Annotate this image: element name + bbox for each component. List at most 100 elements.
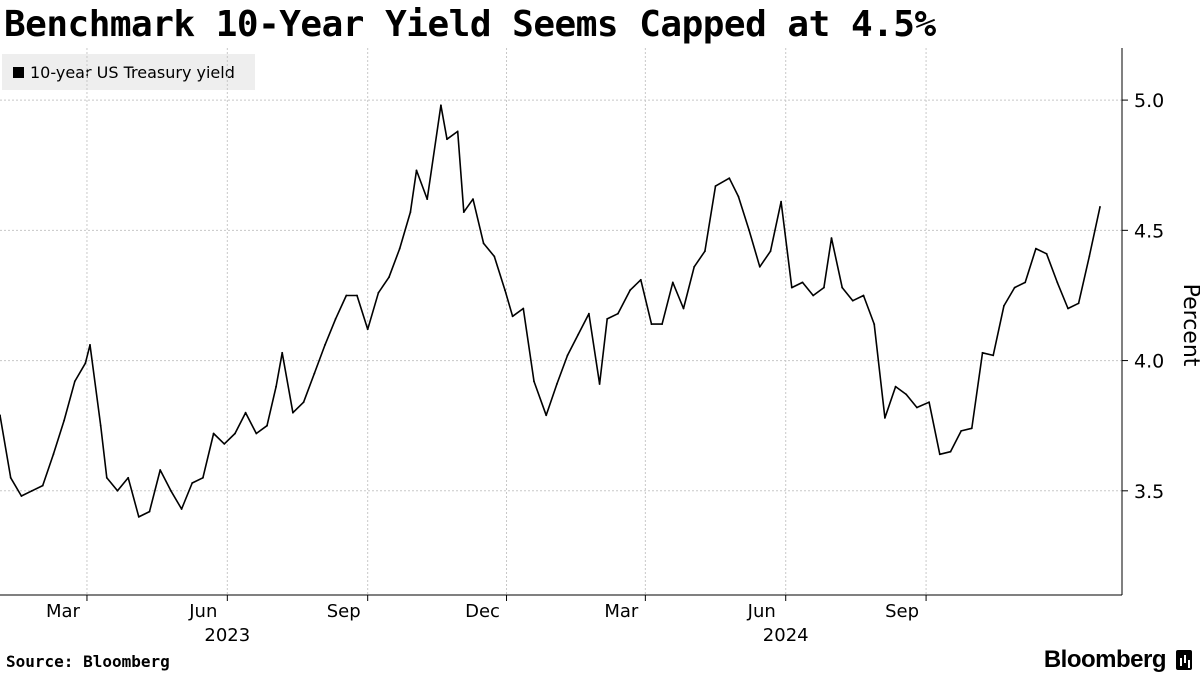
data-point	[758, 265, 761, 268]
data-point	[366, 328, 369, 331]
data-point	[292, 411, 294, 414]
data-point	[345, 294, 348, 297]
data-point	[456, 130, 459, 133]
data-point	[415, 169, 418, 172]
bloomberg-terminal-icon	[1176, 650, 1192, 670]
data-point	[556, 383, 558, 385]
data-point	[493, 255, 496, 258]
data-point	[769, 250, 772, 253]
data-point	[1003, 305, 1005, 307]
data-point	[566, 354, 569, 357]
data-point	[851, 299, 854, 302]
source-note: Source: Bloomberg	[6, 652, 170, 671]
data-point	[790, 286, 793, 289]
data-point	[356, 294, 358, 297]
data-point	[234, 432, 236, 435]
data-point	[73, 380, 76, 383]
y-axis-label: Percent	[1178, 284, 1200, 367]
data-point	[99, 424, 102, 427]
data-point	[1045, 252, 1048, 255]
data-point	[728, 177, 731, 180]
data-point	[41, 484, 44, 487]
data-point	[20, 495, 23, 497]
data-point	[191, 482, 194, 484]
data-point	[748, 229, 750, 232]
x-tick-label: Mar	[604, 601, 639, 622]
data-point	[409, 211, 412, 214]
data-point	[202, 476, 204, 479]
y-tick-label: 3.5	[1134, 481, 1164, 503]
data-point	[617, 312, 619, 315]
data-point	[862, 294, 865, 297]
data-point	[472, 198, 474, 201]
data-point	[0, 414, 1, 417]
data-point	[223, 443, 226, 445]
data-point	[629, 289, 631, 292]
data-point	[137, 516, 140, 518]
data-point	[1013, 286, 1016, 289]
x-tick-label: Mar	[46, 601, 81, 622]
data-point	[170, 489, 172, 492]
data-point	[275, 385, 277, 388]
data-point	[511, 315, 514, 318]
x-year-label: 2023	[204, 625, 250, 646]
data-point	[9, 476, 12, 479]
y-tick-label: 4.0	[1134, 351, 1164, 373]
data-point	[244, 411, 247, 414]
data-point	[266, 424, 268, 427]
data-point	[446, 138, 448, 141]
data-point	[334, 318, 337, 320]
data-point	[116, 489, 119, 492]
data-point	[462, 211, 465, 214]
data-point	[780, 200, 782, 203]
data-point	[1067, 307, 1069, 310]
data-point	[650, 323, 653, 325]
data-point	[148, 510, 151, 513]
data-point	[313, 372, 316, 375]
data-point	[159, 469, 162, 471]
data-point	[324, 344, 326, 346]
data-point	[1056, 281, 1059, 284]
data-point	[928, 401, 930, 404]
x-year-label: 2024	[763, 625, 809, 646]
data-point	[1099, 206, 1101, 208]
y-tick-label: 4.5	[1134, 220, 1164, 242]
data-point	[812, 294, 815, 297]
data-point	[89, 344, 91, 346]
data-point	[737, 195, 740, 198]
data-point	[398, 247, 401, 250]
data-point	[949, 450, 952, 453]
data-point	[533, 380, 535, 383]
data-point	[916, 406, 918, 409]
data-point	[63, 419, 65, 422]
data-point	[704, 250, 706, 253]
data-point	[714, 185, 717, 188]
data-point	[830, 237, 833, 240]
data-point	[671, 281, 674, 284]
data-point	[841, 286, 844, 289]
data-point	[522, 307, 525, 310]
data-point	[212, 432, 215, 435]
series-layer	[0, 104, 1101, 518]
data-point	[598, 383, 601, 385]
data-point	[440, 104, 442, 107]
data-point	[577, 333, 580, 336]
chart-title: Benchmark 10-Year Yield Seems Capped at …	[4, 4, 936, 45]
data-point	[31, 489, 33, 492]
series-line-10y-yield	[0, 104, 1101, 518]
data-point	[970, 427, 973, 430]
x-tick-label: Sep	[327, 601, 361, 622]
data-point	[938, 453, 941, 456]
data-point	[377, 291, 380, 294]
data-point	[52, 453, 55, 456]
data-point	[388, 276, 390, 279]
data-point	[823, 286, 825, 289]
data-point	[426, 198, 429, 201]
data-point	[588, 312, 590, 315]
legend-label: 10-year US Treasury yield	[30, 62, 235, 82]
data-point	[639, 278, 642, 281]
x-tick-label: Sep	[885, 601, 919, 622]
legend: 10-year US Treasury yield	[2, 54, 255, 90]
data-point	[84, 362, 87, 365]
